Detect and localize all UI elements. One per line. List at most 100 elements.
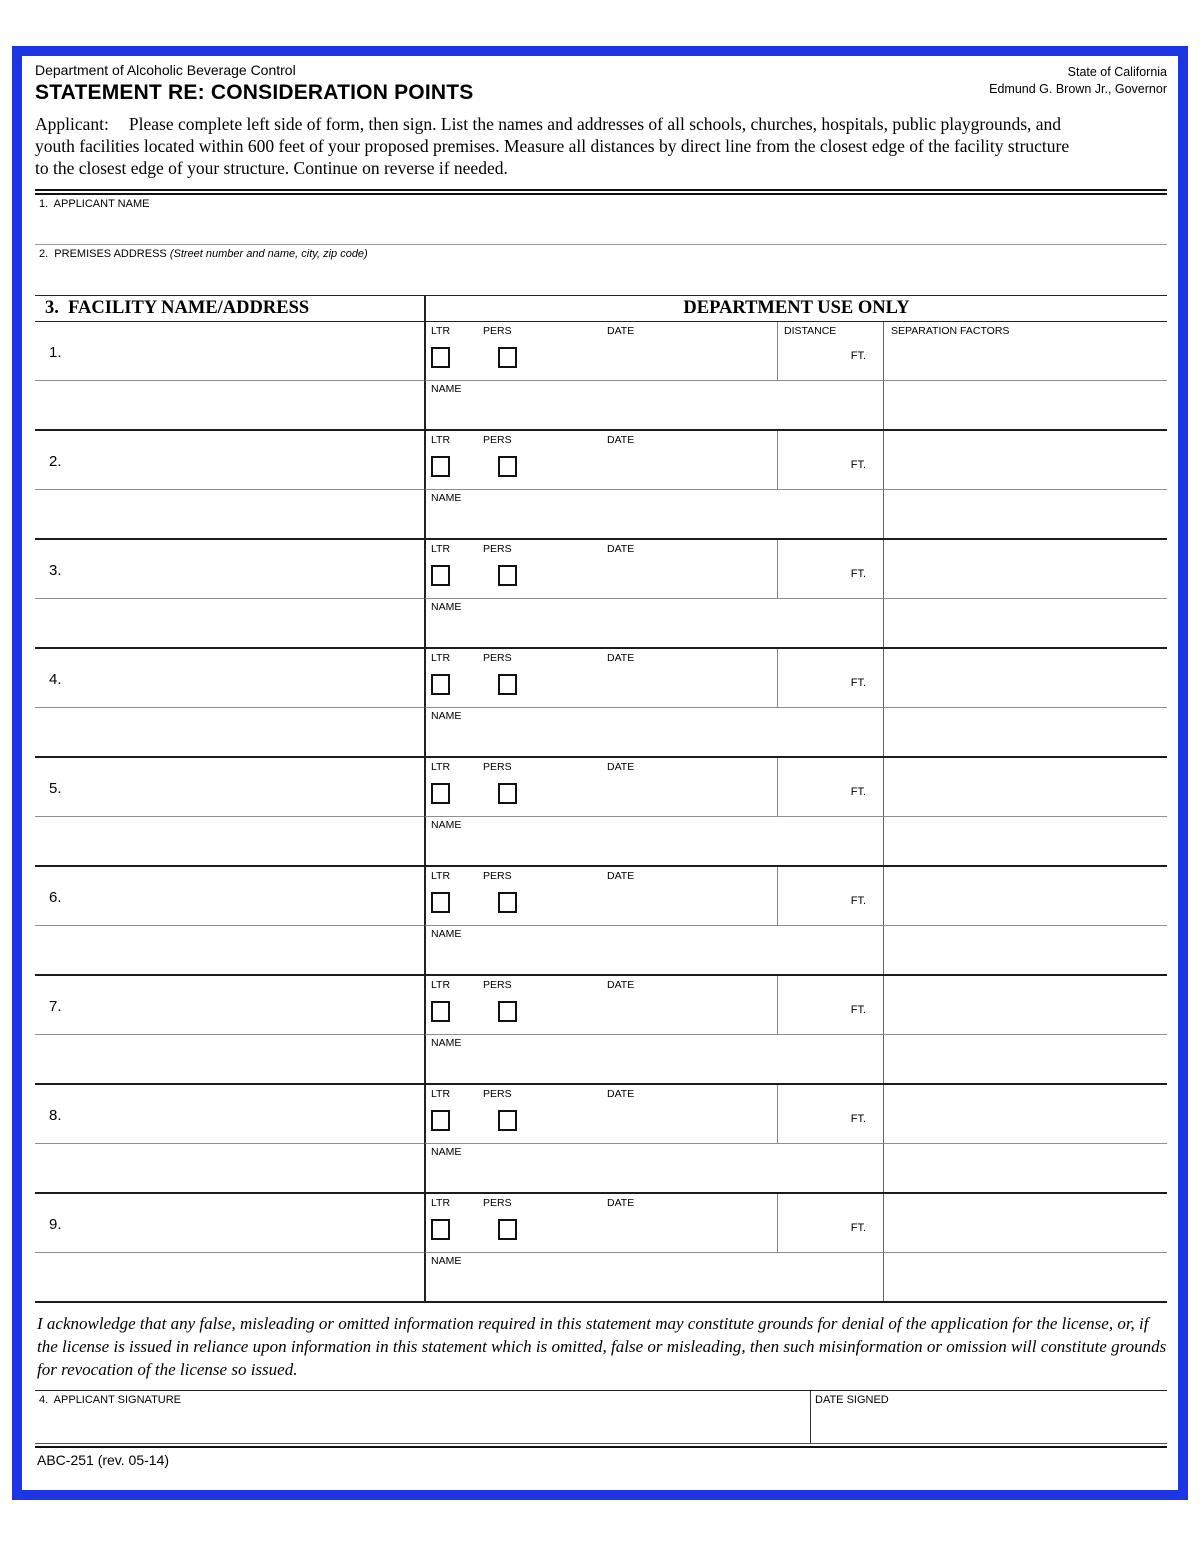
separation-factors-cell-cont[interactable]: [883, 1253, 1167, 1301]
facility-address-cell[interactable]: 5.: [35, 758, 424, 817]
pers-checkbox[interactable]: [498, 347, 517, 368]
distance-label: DISTANCE: [784, 325, 837, 337]
ltr-checkbox[interactable]: [431, 892, 450, 913]
pers-label: PERS: [483, 434, 512, 446]
separation-factors-cell[interactable]: [883, 1085, 1167, 1144]
name-cell[interactable]: NAME: [424, 490, 883, 538]
ft-label: FT.: [850, 895, 866, 907]
pers-checkbox[interactable]: [498, 783, 517, 804]
name-cell[interactable]: NAME: [424, 1144, 883, 1192]
double-rule-bottom: [35, 1443, 1167, 1448]
facility-address-cell[interactable]: 7.: [35, 976, 424, 1035]
distance-cell[interactable]: FT.: [778, 431, 883, 490]
separation-factors-cell[interactable]: [883, 976, 1167, 1035]
ltr-checkbox[interactable]: [431, 347, 450, 368]
distance-cell[interactable]: FT.: [778, 540, 883, 599]
ltr-checkbox[interactable]: [431, 783, 450, 804]
distance-cell[interactable]: FT.: [778, 758, 883, 817]
pers-checkbox[interactable]: [498, 456, 517, 477]
separation-factors-cell-cont[interactable]: [883, 926, 1167, 974]
separation-factors-cell[interactable]: [883, 867, 1167, 926]
applicant-signature-field[interactable]: 4. APPLICANT SIGNATURE: [35, 1391, 811, 1443]
governor-name: Edmund G. Brown Jr., Governor: [989, 82, 1167, 96]
form-blue-frame: Department of Alcoholic Beverage Control…: [12, 46, 1188, 1500]
separation-factors-cell[interactable]: SEPARATION FACTORS: [883, 322, 1167, 381]
distance-cell[interactable]: FT.: [778, 976, 883, 1035]
facility-address-cell-cont[interactable]: [35, 1144, 424, 1192]
facility-address-cell[interactable]: 1.: [35, 322, 424, 381]
ltr-checkbox[interactable]: [431, 565, 450, 586]
facility-address-cell[interactable]: 2.: [35, 431, 424, 490]
name-cell[interactable]: NAME: [424, 1253, 883, 1301]
ltr-checkbox[interactable]: [431, 1110, 450, 1131]
ltr-checkbox[interactable]: [431, 674, 450, 695]
date-signed-field[interactable]: DATE SIGNED: [811, 1391, 1167, 1443]
facility-row-number: 2.: [49, 453, 62, 470]
facility-row: 1. LTR PERS DATE DISTANCE FT. SEPARATION…: [35, 322, 1167, 431]
distance-cell[interactable]: FT.: [778, 1085, 883, 1144]
ltr-checkbox[interactable]: [431, 1219, 450, 1240]
name-label: NAME: [431, 492, 462, 504]
premises-address-field[interactable]: 2. PREMISES ADDRESS (Street number and n…: [35, 245, 1167, 295]
facility-address-cell-cont[interactable]: [35, 817, 424, 865]
pers-label: PERS: [483, 761, 512, 773]
pers-checkbox[interactable]: [498, 565, 517, 586]
facility-address-cell-cont[interactable]: [35, 490, 424, 538]
ltr-label: LTR: [431, 543, 451, 555]
ltr-label: LTR: [431, 761, 451, 773]
separation-factors-cell[interactable]: [883, 758, 1167, 817]
facility-address-cell-cont[interactable]: [35, 381, 424, 429]
pers-checkbox[interactable]: [498, 1110, 517, 1131]
facility-address-cell[interactable]: 4.: [35, 649, 424, 708]
facility-address-cell-cont[interactable]: [35, 926, 424, 974]
premises-address-label: 2. PREMISES ADDRESS (Street number and n…: [35, 245, 1167, 260]
ltr-pers-date-cell: LTR PERS DATE: [424, 976, 778, 1035]
ft-label: FT.: [850, 1113, 866, 1125]
separation-factors-cell[interactable]: [883, 649, 1167, 708]
ltr-checkbox[interactable]: [431, 1001, 450, 1022]
distance-cell[interactable]: FT.: [778, 867, 883, 926]
distance-cell[interactable]: DISTANCE FT.: [778, 322, 883, 381]
ltr-checkbox[interactable]: [431, 456, 450, 477]
pers-label: PERS: [483, 652, 512, 664]
facility-address-cell[interactable]: 9.: [35, 1194, 424, 1253]
name-cell[interactable]: NAME: [424, 599, 883, 647]
distance-cell[interactable]: FT.: [778, 1194, 883, 1253]
separation-factors-cell-cont[interactable]: [883, 599, 1167, 647]
date-label: DATE: [607, 979, 635, 991]
pers-checkbox[interactable]: [498, 674, 517, 695]
applicant-name-field[interactable]: 1. APPLICANT NAME: [35, 195, 1167, 245]
facility-address-cell-cont[interactable]: [35, 599, 424, 647]
facility-row: 9. LTR PERS DATE FT. NAME: [35, 1194, 1167, 1303]
separation-factors-cell-cont[interactable]: [883, 490, 1167, 538]
name-cell[interactable]: NAME: [424, 926, 883, 974]
separation-factors-cell[interactable]: [883, 540, 1167, 599]
name-cell[interactable]: NAME: [424, 708, 883, 756]
ltr-pers-date-cell: LTR PERS DATE: [424, 322, 778, 381]
separation-factors-cell[interactable]: [883, 431, 1167, 490]
facility-address-cell[interactable]: 8.: [35, 1085, 424, 1144]
separation-factors-cell-cont[interactable]: [883, 381, 1167, 429]
facility-address-cell-cont[interactable]: [35, 1253, 424, 1301]
pers-checkbox[interactable]: [498, 1219, 517, 1240]
ft-label: FT.: [850, 1222, 866, 1234]
separation-factors-cell-cont[interactable]: [883, 817, 1167, 865]
separation-factors-cell[interactable]: [883, 1194, 1167, 1253]
date-label: DATE: [607, 543, 635, 555]
facility-address-cell-cont[interactable]: [35, 1035, 424, 1083]
facility-address-cell-cont[interactable]: [35, 708, 424, 756]
form-header: Department of Alcoholic Beverage Control…: [35, 62, 1167, 105]
separation-factors-cell-cont[interactable]: [883, 1144, 1167, 1192]
facility-address-cell[interactable]: 6.: [35, 867, 424, 926]
pers-checkbox[interactable]: [498, 1001, 517, 1022]
separation-factors-cell-cont[interactable]: [883, 1035, 1167, 1083]
distance-cell[interactable]: FT.: [778, 649, 883, 708]
date-label: DATE: [607, 325, 635, 337]
separation-factors-cell-cont[interactable]: [883, 708, 1167, 756]
name-cell[interactable]: NAME: [424, 817, 883, 865]
pers-checkbox[interactable]: [498, 892, 517, 913]
name-cell[interactable]: NAME: [424, 381, 883, 429]
facility-address-cell[interactable]: 3.: [35, 540, 424, 599]
name-cell[interactable]: NAME: [424, 1035, 883, 1083]
header-right: State of California Edmund G. Brown Jr.,…: [989, 62, 1167, 105]
